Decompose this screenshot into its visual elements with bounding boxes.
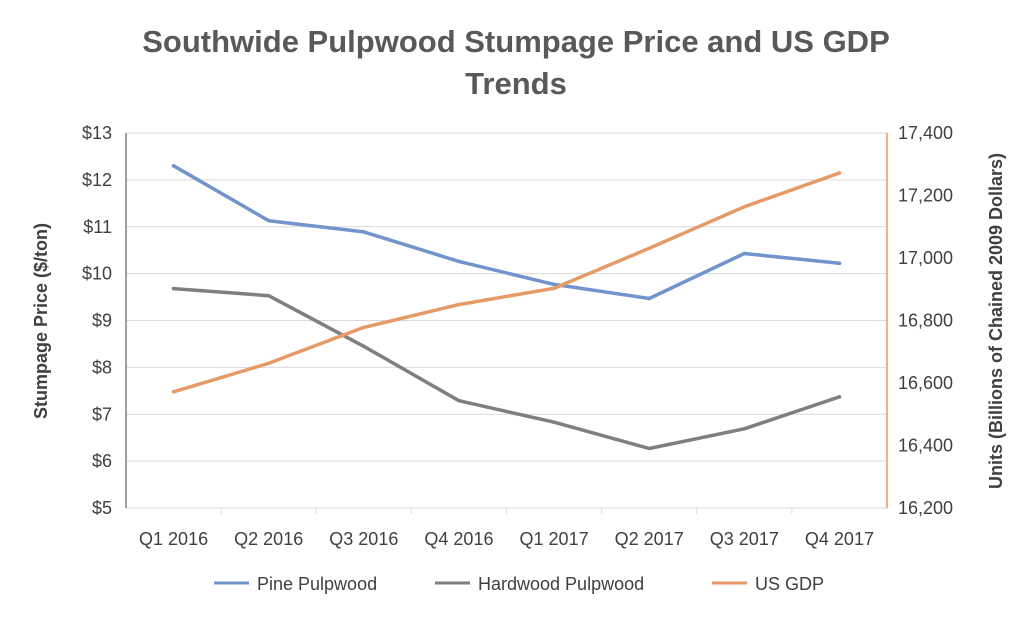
right-tick-label: 17,200 [898, 186, 953, 206]
legend-item-pine[interactable]: Pine Pulpwood [214, 574, 377, 594]
x-tick-label: Q4 2016 [424, 529, 493, 549]
left-tick-label: $8 [92, 357, 112, 377]
data-point-hardwood-pulpwood[interactable] [266, 293, 271, 298]
data-point-hardwood-pulpwood[interactable] [552, 420, 556, 425]
data-point-us-gdp[interactable] [742, 204, 747, 209]
left-tick-label: $10 [82, 264, 112, 284]
data-point-hardwood-pulpwood[interactable] [362, 344, 366, 349]
right-tick-label: 16,200 [898, 498, 953, 518]
series-line-pine-pulpwood[interactable] [171, 164, 842, 301]
series-line-hardwood-pulpwood[interactable] [171, 286, 842, 451]
gridlines [126, 132, 887, 514]
x-tick-label: Q1 2016 [139, 529, 208, 549]
x-tick-label: Q2 2016 [234, 529, 303, 549]
data-point-hardwood-pulpwood[interactable] [837, 395, 842, 399]
data-point-us-gdp[interactable] [266, 361, 271, 366]
right-tick-label: 16,600 [898, 373, 953, 393]
data-point-us-gdp[interactable] [171, 389, 176, 394]
data-point-us-gdp[interactable] [647, 246, 651, 251]
x-tick-label: Q3 2017 [710, 529, 779, 549]
data-point-us-gdp[interactable] [457, 302, 461, 307]
left-axis-ticks: $5 $6 $7 $8 $9 $10 $11 $12 $13 [82, 123, 112, 518]
data-point-us-gdp[interactable] [837, 171, 842, 175]
data-point-hardwood-pulpwood[interactable] [457, 398, 461, 403]
left-tick-label: $9 [92, 311, 112, 331]
left-tick-label: $11 [83, 217, 112, 237]
x-tick-label: Q4 2017 [805, 529, 874, 549]
legend-label-hardwood: Hardwood Pulpwood [478, 574, 644, 594]
data-point-pine-pulpwood[interactable] [552, 282, 556, 287]
data-point-hardwood-pulpwood[interactable] [647, 446, 651, 451]
left-tick-label: $5 [92, 498, 112, 518]
right-tick-label: 16,400 [898, 436, 953, 456]
right-axis-title: Units (Billions of Chained 2009 Dollars) [986, 153, 1006, 489]
data-point-pine-pulpwood[interactable] [266, 218, 271, 223]
data-point-hardwood-pulpwood[interactable] [171, 286, 176, 291]
right-tick-label: 17,000 [898, 248, 953, 268]
right-tick-label: 16,800 [898, 311, 953, 331]
data-point-pine-pulpwood[interactable] [457, 259, 461, 264]
chart-title-line-2: Trends [465, 66, 567, 101]
data-point-pine-pulpwood[interactable] [742, 251, 747, 256]
data-point-us-gdp[interactable] [362, 325, 366, 330]
legend-item-hardwood[interactable]: Hardwood Pulpwood [435, 574, 644, 594]
data-point-us-gdp[interactable] [552, 286, 556, 291]
legend-label-gdp: US GDP [755, 574, 824, 594]
data-point-pine-pulpwood[interactable] [171, 164, 176, 168]
legend-label-pine: Pine Pulpwood [257, 574, 377, 594]
x-axis-ticks: Q1 2016 Q2 2016 Q3 2016 Q4 2016 Q1 2017 Q2 20… [139, 529, 874, 549]
data-point-hardwood-pulpwood[interactable] [742, 426, 747, 431]
x-tick-label: Q3 2016 [329, 529, 398, 549]
left-tick-label: $7 [92, 404, 112, 424]
right-axis-ticks: 16,200 16,400 16,600 16,800 17,000 17,200 17,4… [898, 123, 953, 518]
data-point-pine-pulpwood[interactable] [837, 261, 842, 266]
left-tick-label: $12 [82, 170, 112, 190]
series-line-us-gdp[interactable] [171, 171, 842, 394]
data-point-pine-pulpwood[interactable] [647, 296, 651, 301]
left-tick-label: $13 [82, 123, 112, 143]
legend: Pine Pulpwood Hardwood Pulpwood US GDP [214, 574, 824, 594]
x-tick-label: Q1 2017 [520, 529, 589, 549]
data-point-pine-pulpwood[interactable] [362, 230, 366, 234]
chart-title-line-1: Southwide Pulpwood Stumpage Price and US… [142, 24, 890, 59]
left-tick-label: $6 [92, 451, 112, 471]
right-tick-label: 17,400 [898, 123, 953, 143]
legend-item-gdp[interactable]: US GDP [712, 574, 824, 594]
series-lines [171, 164, 842, 451]
x-tick-label: Q2 2017 [615, 529, 684, 549]
left-axis-title: Stumpage Price ($/ton) [31, 223, 51, 419]
